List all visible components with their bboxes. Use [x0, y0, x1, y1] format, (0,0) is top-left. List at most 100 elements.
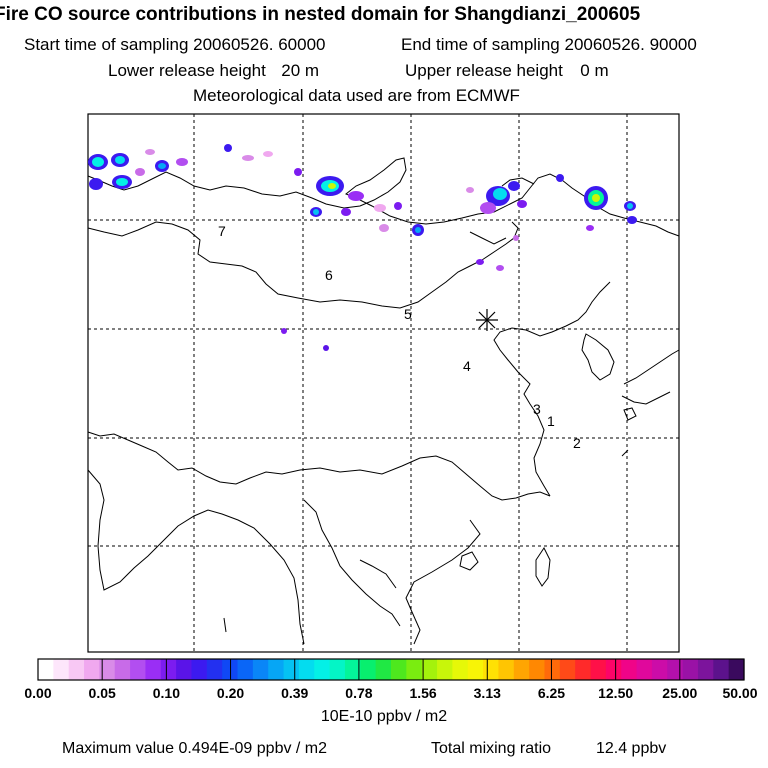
color-scale-cell [298, 659, 315, 680]
okhotsk-coast [501, 177, 535, 187]
plume-spot [496, 265, 504, 271]
end-time-value: 20060526. 90000 [564, 35, 697, 54]
color-scale-cell [53, 659, 70, 680]
color-scale-cell [467, 659, 484, 680]
color-scale-tick-label: 0.20 [217, 685, 244, 701]
plume-east [466, 174, 637, 271]
color-scale-cell [590, 659, 607, 680]
hainan-island [459, 551, 479, 571]
upper-height-value: 0 m [580, 61, 609, 80]
color-scale-cell [314, 659, 331, 680]
region-label-1: 1 [547, 413, 555, 429]
plume-spot [508, 181, 520, 191]
color-scale-cell [636, 659, 653, 680]
region-labels: 1 2 3 4 5 6 7 [218, 223, 581, 451]
fire-co-plumes [88, 144, 637, 351]
color-scale-cell [513, 659, 530, 680]
china-east-coastline [493, 281, 611, 497]
plume-spot [348, 191, 364, 201]
color-scale-cell [391, 659, 407, 680]
color-scale-cell [437, 659, 453, 680]
color-scale-cell [621, 659, 638, 680]
korea-peninsula [581, 333, 615, 381]
plume-spot [480, 202, 496, 214]
color-scale-cell [237, 659, 254, 680]
map-title: Fire CO source contributions in nested d… [0, 4, 641, 25]
indochina-coast [405, 519, 481, 645]
color-scale-cell [421, 659, 438, 680]
color-scale-cell [283, 659, 300, 680]
color-scale-tick-label: 6.25 [538, 685, 565, 701]
color-scale-cell [529, 659, 546, 680]
color-scale-cell [728, 659, 745, 680]
color-scale-cell [406, 659, 423, 680]
color-scale-tick-label: 0.00 [24, 685, 51, 701]
plume-spot [115, 156, 125, 164]
color-scale-cell [544, 659, 561, 680]
color-scale-cell [191, 659, 208, 680]
color-scale-cell [575, 659, 592, 680]
color-scale-cell [697, 659, 714, 680]
color-scale-cell [252, 659, 269, 680]
plume-spot [281, 328, 287, 334]
color-scale-cell [99, 659, 116, 680]
south-asia-border [87, 469, 305, 645]
max-value-line: Maximum value 0.494E-09 ppbv / m2 [62, 740, 327, 758]
color-scale-cell [268, 659, 285, 680]
region-label-5: 5 [404, 306, 412, 322]
plume-spot [476, 259, 484, 265]
color-scale-cell [713, 659, 730, 680]
japan-kyushu [623, 407, 637, 421]
color-scale-cell [605, 659, 622, 680]
color-scale-cell [114, 659, 131, 680]
plume-spot [135, 168, 145, 176]
end-time-label: End time of sampling [401, 35, 560, 54]
color-scale-cell [176, 659, 193, 680]
plume-spot [466, 187, 474, 193]
plume-spot [145, 149, 155, 155]
lower-height-value: 20 m [281, 61, 320, 80]
color-scale-tick-label: 12.50 [598, 685, 633, 701]
region-label-7: 7 [218, 223, 226, 239]
color-scale-cell [38, 659, 54, 680]
start-time-line: Start time of sampling 20060526. 60000 [24, 35, 326, 55]
small-coast-mark [621, 449, 629, 457]
region-label-6: 6 [325, 267, 333, 283]
color-scale-cell [559, 659, 576, 680]
china-west-border [87, 431, 551, 501]
color-scale-tick-label: 0.05 [89, 685, 116, 701]
color-scale-cell [498, 659, 515, 680]
plume-spot [586, 225, 594, 231]
plume-spot [89, 178, 103, 190]
color-scale-cell [160, 659, 177, 680]
lower-height-label: Lower release height [108, 61, 266, 80]
plume-spot [328, 183, 336, 189]
plume-spot [374, 204, 386, 212]
plume-spot [263, 151, 273, 157]
color-scale-cell [145, 659, 162, 680]
color-scale-cell [375, 659, 392, 680]
color-scale-cell [130, 659, 147, 680]
plume-central [310, 176, 424, 236]
end-time-line: End time of sampling 20060526. 90000 [401, 35, 697, 55]
plume-spot [92, 157, 104, 167]
region-label-2: 2 [573, 435, 581, 451]
star-icon [476, 309, 498, 331]
color-scale-tick-label: 0.39 [281, 685, 308, 701]
plume-spot [116, 178, 128, 186]
region-label-4: 4 [463, 358, 471, 374]
total-mixing-line: Total mixing ratio 12.4 ppbv [431, 740, 666, 758]
color-scale-cell [667, 659, 684, 680]
plume-spot [158, 163, 166, 169]
plume-spot [242, 155, 254, 161]
small-island-mark [223, 617, 227, 633]
color-scale-tick-label: 1.56 [409, 685, 436, 701]
upper-height-label: Upper release height [405, 61, 563, 80]
color-scale-tick-label: 0.78 [345, 685, 372, 701]
color-scale-cells [38, 659, 745, 680]
plume-spot [415, 227, 421, 233]
color-scale-ticks [37, 659, 745, 680]
plume-spot [294, 168, 302, 176]
total-mixing-label: Total mixing ratio [431, 740, 552, 757]
